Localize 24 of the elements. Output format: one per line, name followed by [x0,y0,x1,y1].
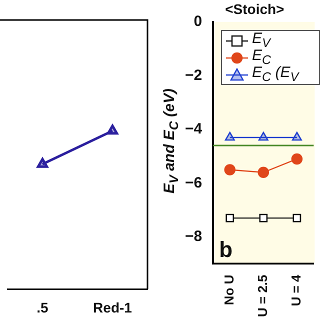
point [292,214,302,222]
point [224,132,235,141]
y-tick-label: −4 [184,120,203,138]
annotation: b [219,236,233,262]
point [224,164,236,176]
y-tick-label: −2 [184,66,202,84]
x-tick-label: No U [221,274,236,306]
point [258,132,268,141]
x-tick-label: Red-1 [93,299,132,316]
legend-label: E$_{C}$ [252,46,272,66]
y-tick-label: 0 [194,13,202,30]
point [259,214,268,222]
x-tick-label: U = 2.5 [254,274,270,318]
y-tick-label: −6 [184,174,202,192]
point [292,132,302,141]
point [291,153,303,165]
x-tick-label: .5 [36,299,49,316]
legend-label: E$_{V}$ [252,30,270,50]
point [258,166,270,178]
legend-label: E$_{C}$ (E$_{V}$ [252,64,299,84]
y-tick-label: −8 [184,228,202,246]
chart-title: <Stoich> [225,0,284,17]
x-tick-label: U = 4 [288,274,304,306]
point [226,214,234,222]
